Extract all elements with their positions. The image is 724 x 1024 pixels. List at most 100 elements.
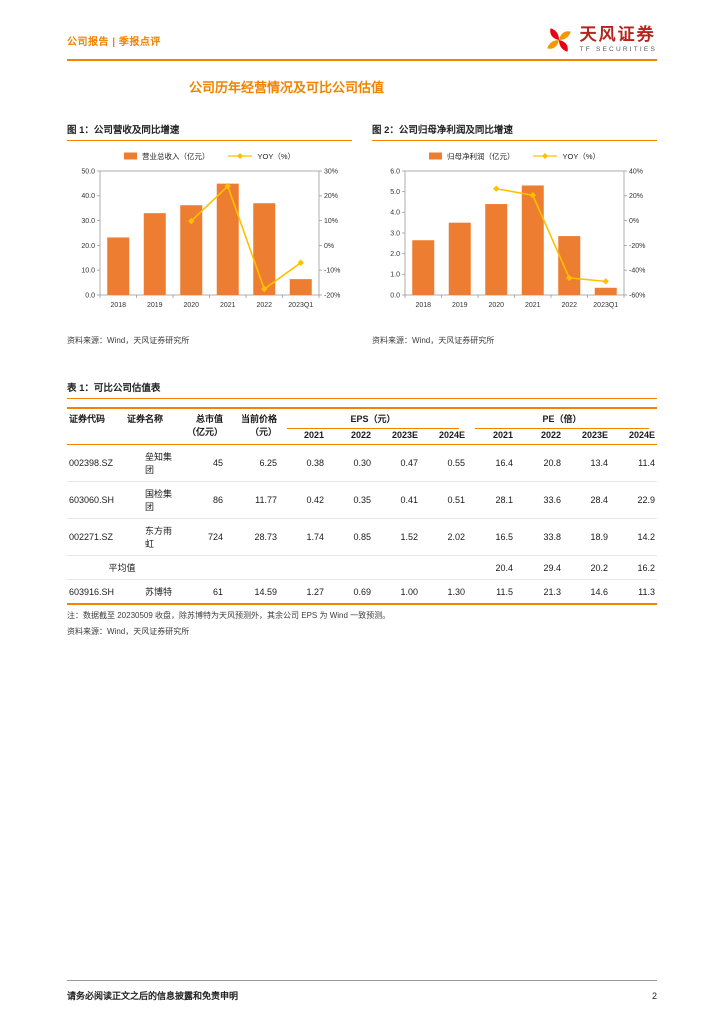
table-cell: 18.9	[590, 532, 609, 542]
col-header-name: 证券名称	[125, 408, 179, 445]
table-cell	[225, 556, 279, 580]
legend-line-swatch	[533, 153, 558, 159]
valuation-table-section: 表 1：可比公司估值表 证券代码 证券名称 总市值 （亿元）	[67, 380, 658, 637]
figure-1-plot: 0.0 10.0 20.0 30.0 40.0 50.0 -20% -10% 0% 10% 20% 3…	[67, 163, 352, 330]
bar	[448, 222, 471, 295]
table-cell: 1.52	[400, 532, 418, 542]
figure-1-title: 图 1：公司营收及同比增速	[67, 122, 352, 141]
legend-bar-swatch	[123, 152, 137, 160]
legend-bar-swatch	[428, 152, 442, 160]
svg-text:20.0: 20.0	[81, 243, 95, 250]
legend-item: 归母净利润（亿元）	[428, 151, 515, 162]
charts-row: 图 1：公司营收及同比增速 营业总收入（亿元） YOY（%） 0.0 10.0 20.…	[67, 122, 657, 346]
table-header-row: 证券代码 证券名称 总市值 （亿元） 当前价格 （元） EPS（元） PE（倍）	[67, 408, 657, 445]
brand-name: 天风证券	[579, 25, 656, 45]
year-header: 2023E	[563, 429, 611, 445]
legend-item: YOY（%）	[227, 151, 295, 162]
svg-text:40%: 40%	[629, 168, 643, 175]
bar	[107, 237, 130, 295]
year-header: 2024E	[610, 429, 658, 445]
svg-text:0.0: 0.0	[85, 292, 95, 299]
table-cell: 1.27	[306, 586, 324, 597]
table-row: 603060.SH 国检集团 86 11.77 0.42 0.35 0.41 0.51 28.1…	[67, 481, 658, 519]
table-cell: 1.30	[447, 586, 466, 597]
svg-text:2020: 2020	[183, 302, 199, 309]
line-marker	[261, 285, 268, 293]
table-cell: 0.41	[400, 495, 418, 505]
security-name: 东方雨虹	[145, 526, 173, 549]
security-name: 垒知集团	[145, 452, 173, 475]
table-cell: 33.6	[543, 495, 562, 505]
table-cell: 28.73	[254, 532, 277, 542]
figure-profit-chart: 图 2：公司归母净利润及同比增速 归母净利润（亿元） YOY（%） 0.0 1.0 2…	[372, 122, 657, 346]
chart-canvas: 0.0 1.0 2.0 3.0 4.0 5.0 6.0 -60% -40% -20% 0% 20% 40…	[390, 168, 645, 309]
col-header-mcap: 总市值 （亿元）	[179, 408, 225, 445]
table-year-row: 2021 2022 2023E 2024E 2021 2022 2023E 2024E	[67, 429, 658, 445]
col-header-mcap-line2: （亿元）	[186, 427, 223, 437]
valuation-table: 证券代码 证券名称 总市值 （亿元） 当前价格 （元） EPS（元） PE（倍）	[67, 407, 658, 605]
svg-text:0%: 0%	[629, 218, 639, 225]
average-label: 平均值	[108, 563, 136, 573]
table-cell: 0.55	[447, 458, 466, 468]
year-header: 2021	[467, 429, 516, 445]
table-cell: 14.6	[590, 586, 609, 597]
svg-text:0%: 0%	[324, 243, 334, 250]
table-cell: 11.4	[638, 458, 656, 468]
svg-text:3.0: 3.0	[390, 230, 400, 237]
year-header: 2022	[326, 429, 373, 445]
year-header: 2023E	[373, 429, 420, 445]
svg-text:0.0: 0.0	[390, 292, 400, 299]
svg-text:2020: 2020	[488, 302, 504, 309]
legend-label: YOY（%）	[257, 151, 295, 161]
table-title: 表 1：可比公司估值表	[67, 380, 657, 399]
svg-text:-20%: -20%	[629, 243, 645, 250]
col-group-eps: EPS（元）	[279, 408, 467, 429]
table-source: 资料来源：Wind，天风证券研究所	[67, 627, 190, 636]
security-code: 603916.SH	[69, 586, 115, 597]
svg-text:-20%: -20%	[324, 292, 340, 299]
col-group-pe-label: PE（倍）	[542, 414, 582, 424]
table-cell: 0.30	[353, 458, 371, 468]
svg-text:30%: 30%	[324, 168, 338, 175]
legend-item: 营业总收入（亿元）	[123, 151, 209, 162]
table-cell: 22.9	[637, 495, 656, 505]
legend-label: 归母净利润（亿元）	[446, 151, 515, 161]
table-note: 注：数据截至 20230509 收盘，除苏博特为天风预测外，其余公司 EPS 为…	[67, 611, 391, 620]
page-header: 公司报告 | 季报点评 天风证券 TF SECURITIES	[67, 0, 657, 61]
legend-line-swatch	[228, 153, 253, 159]
table-cell	[279, 556, 326, 580]
figure-1-legend: 营业总收入（亿元） YOY（%）	[67, 151, 352, 161]
svg-text:5.0: 5.0	[390, 189, 400, 196]
table-cell: 11.77	[255, 495, 277, 505]
security-code: 002398.SZ	[69, 458, 114, 468]
table-cell: 0.42	[306, 495, 324, 505]
section-title: 公司历年经营情况及可比公司估值	[189, 80, 385, 95]
svg-text:-40%: -40%	[629, 268, 645, 275]
brand-text: 天风证券 TF SECURITIES	[580, 26, 657, 54]
svg-text:6.0: 6.0	[390, 168, 400, 175]
table-cell: 21.3	[543, 586, 562, 597]
table-cell: 61	[212, 586, 223, 597]
table-cell	[179, 556, 225, 580]
line-marker	[493, 185, 500, 192]
table-cell: 14.2	[637, 532, 656, 542]
table-cell: 724	[207, 532, 223, 542]
svg-text:2019: 2019	[452, 302, 468, 309]
table-row: 002271.SZ 东方雨虹 724 28.73 1.74 0.85 1.52 2.02 16.…	[67, 518, 658, 556]
table-cell	[326, 556, 373, 580]
figure-1-source: 资料来源：Wind，天风证券研究所	[67, 336, 190, 345]
table-cell: 20.4	[495, 562, 514, 573]
year-header: 2021	[279, 429, 326, 445]
svg-text:1.0: 1.0	[390, 272, 400, 279]
figure-2-source: 资料来源：Wind，天风证券研究所	[372, 336, 495, 345]
table-cell	[373, 556, 420, 580]
line-marker	[529, 191, 536, 199]
year-header: 2022	[515, 429, 564, 445]
svg-text:50.0: 50.0	[81, 168, 95, 175]
table-cell: 0.38	[306, 458, 324, 468]
table-row: 平均值 20.4 29.4 20.2 16.2	[67, 555, 658, 580]
bar	[412, 240, 435, 295]
svg-text:2022: 2022	[561, 302, 577, 309]
figure-2-plot: 0.0 1.0 2.0 3.0 4.0 5.0 6.0 -60% -40% -20% 0% 20% 40…	[372, 163, 657, 330]
svg-text:2021: 2021	[220, 302, 236, 309]
